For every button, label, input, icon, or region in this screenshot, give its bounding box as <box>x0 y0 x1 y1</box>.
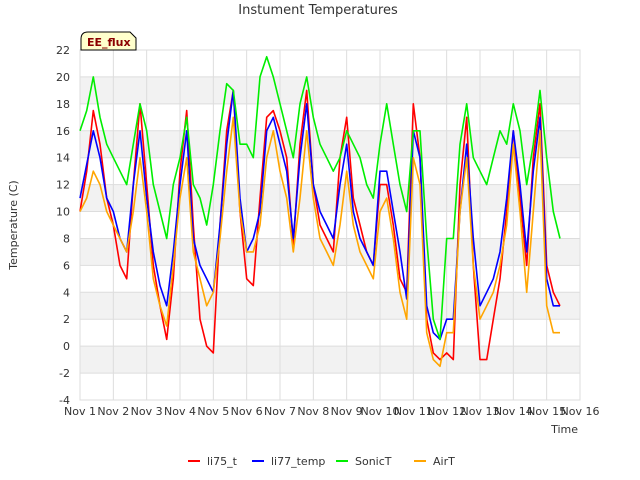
y-tick-label: 16 <box>56 125 70 138</box>
y-tick-label: 8 <box>63 232 70 245</box>
y-tick-label: 14 <box>56 152 70 165</box>
y-axis-label: Temperature (C) <box>7 180 20 270</box>
x-tick-label: Nov 9 <box>331 405 363 418</box>
y-tick-label: 12 <box>56 179 70 192</box>
legend: li75_t li77_temp SonicT AirT <box>188 455 455 468</box>
x-tick-label: Nov 15 <box>527 405 566 418</box>
x-tick-labels: Nov 1 Nov 2 Nov 3 Nov 4 Nov 5 Nov 6 Nov 7 Nov 8… <box>64 405 599 418</box>
y-tick-labels: -4 -2 0 2 4 6 8 10 12 14 16 18 20 22 <box>56 44 70 407</box>
x-tick-label: Nov 13 <box>461 405 500 418</box>
x-tick-label: Nov 12 <box>427 405 466 418</box>
x-tick-label: Nov 4 <box>164 405 196 418</box>
x-tick-label: Nov 8 <box>297 405 329 418</box>
y-tick-label: 20 <box>56 71 70 84</box>
y-tick-label: 4 <box>63 286 70 299</box>
chart-title: Instument Temperatures <box>238 3 398 18</box>
legend-label-li77_temp: li77_temp <box>271 455 325 468</box>
x-tick-label: Nov 3 <box>131 405 163 418</box>
y-tick-label: 18 <box>56 98 70 111</box>
y-tick-label: -4 <box>59 394 70 407</box>
legend-label-li75_t: li75_t <box>207 455 238 468</box>
plot-area <box>79 49 581 401</box>
background-band <box>80 184 580 212</box>
legend-label-SonicT: SonicT <box>355 455 392 468</box>
y-tick-label: 0 <box>63 340 70 353</box>
background-band <box>80 238 580 266</box>
x-tick-label: Nov 5 <box>197 405 229 418</box>
x-tick-label: Nov 2 <box>97 405 129 418</box>
y-tick-label: 2 <box>63 313 70 326</box>
y-tick-label: 10 <box>56 206 70 219</box>
x-tick-label: Nov 10 <box>361 405 400 418</box>
series-line-SonicT <box>79 55 561 341</box>
y-tick-label: -2 <box>59 367 70 380</box>
x-tick-label: Nov 11 <box>394 405 433 418</box>
x-tick-label: Nov 7 <box>264 405 296 418</box>
series-line-li77_temp <box>79 89 560 341</box>
x-tick-label: Nov 14 <box>494 405 533 418</box>
x-tick-label: Nov 16 <box>561 405 600 418</box>
x-axis-label: Time <box>550 423 578 436</box>
background-band <box>80 130 580 158</box>
y-tick-label: 22 <box>56 44 70 57</box>
background-band <box>80 346 580 374</box>
site-badge: EE_flux <box>80 31 137 51</box>
background-band <box>80 292 580 320</box>
y-tick-label: 6 <box>63 259 70 272</box>
badge-label: EE_flux <box>87 36 131 49</box>
series-line-AirT <box>79 116 560 368</box>
series-lines <box>79 55 561 368</box>
x-tick-label: Nov 6 <box>231 405 263 418</box>
x-tick-label: Nov 1 <box>64 405 96 418</box>
legend-label-AirT: AirT <box>433 455 455 468</box>
background-band <box>80 76 580 104</box>
